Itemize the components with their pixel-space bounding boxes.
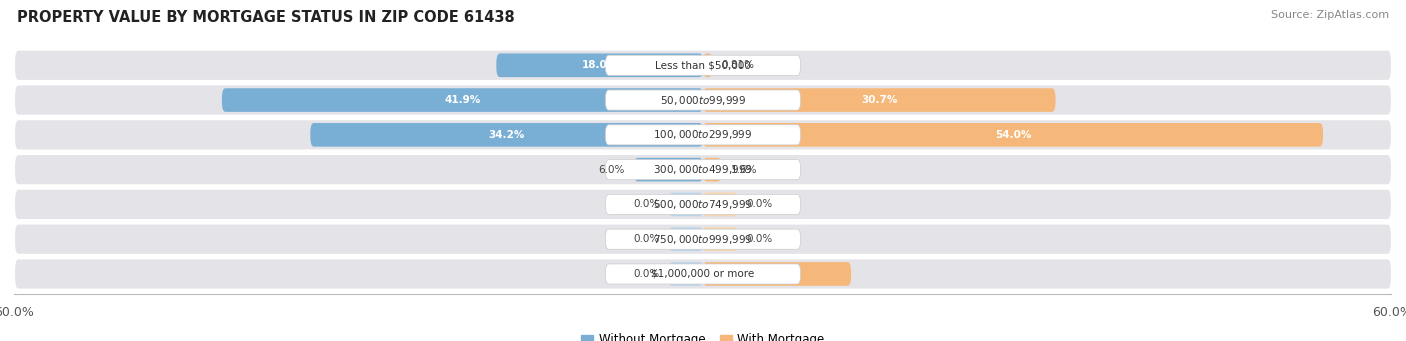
FancyBboxPatch shape	[14, 50, 1392, 81]
Text: Less than $50,000: Less than $50,000	[655, 60, 751, 70]
FancyBboxPatch shape	[703, 123, 1323, 147]
FancyBboxPatch shape	[606, 229, 800, 249]
FancyBboxPatch shape	[606, 90, 800, 110]
FancyBboxPatch shape	[606, 194, 800, 214]
Legend: Without Mortgage, With Mortgage: Without Mortgage, With Mortgage	[576, 329, 830, 341]
FancyBboxPatch shape	[669, 262, 703, 286]
Text: PROPERTY VALUE BY MORTGAGE STATUS IN ZIP CODE 61438: PROPERTY VALUE BY MORTGAGE STATUS IN ZIP…	[17, 10, 515, 25]
FancyBboxPatch shape	[606, 125, 800, 145]
Text: $50,000 to $99,999: $50,000 to $99,999	[659, 93, 747, 106]
Text: 0.0%: 0.0%	[633, 269, 659, 279]
Text: 0.0%: 0.0%	[633, 199, 659, 209]
Text: $750,000 to $999,999: $750,000 to $999,999	[654, 233, 752, 246]
FancyBboxPatch shape	[703, 227, 738, 251]
Text: $300,000 to $499,999: $300,000 to $499,999	[654, 163, 752, 176]
Text: Source: ZipAtlas.com: Source: ZipAtlas.com	[1271, 10, 1389, 20]
Text: 6.0%: 6.0%	[599, 165, 624, 175]
Text: $100,000 to $299,999: $100,000 to $299,999	[654, 128, 752, 141]
Text: 0.0%: 0.0%	[633, 234, 659, 244]
FancyBboxPatch shape	[634, 158, 703, 181]
FancyBboxPatch shape	[14, 224, 1392, 255]
FancyBboxPatch shape	[222, 88, 703, 112]
FancyBboxPatch shape	[311, 123, 703, 147]
Text: 0.81%: 0.81%	[721, 60, 755, 70]
FancyBboxPatch shape	[703, 193, 738, 216]
Text: 1.6%: 1.6%	[731, 165, 756, 175]
FancyBboxPatch shape	[703, 88, 1056, 112]
Text: 12.9%: 12.9%	[759, 269, 796, 279]
Text: 18.0%: 18.0%	[582, 60, 617, 70]
Text: 0.0%: 0.0%	[747, 234, 773, 244]
Text: $1,000,000 or more: $1,000,000 or more	[651, 269, 755, 279]
FancyBboxPatch shape	[496, 54, 703, 77]
Text: 54.0%: 54.0%	[995, 130, 1031, 140]
FancyBboxPatch shape	[14, 154, 1392, 185]
FancyBboxPatch shape	[606, 264, 800, 284]
FancyBboxPatch shape	[703, 262, 851, 286]
FancyBboxPatch shape	[606, 55, 800, 75]
Text: 0.0%: 0.0%	[747, 199, 773, 209]
FancyBboxPatch shape	[14, 119, 1392, 150]
Text: $500,000 to $749,999: $500,000 to $749,999	[654, 198, 752, 211]
FancyBboxPatch shape	[14, 189, 1392, 220]
FancyBboxPatch shape	[669, 227, 703, 251]
FancyBboxPatch shape	[14, 258, 1392, 290]
FancyBboxPatch shape	[14, 85, 1392, 116]
Text: 30.7%: 30.7%	[860, 95, 897, 105]
FancyBboxPatch shape	[703, 158, 721, 181]
FancyBboxPatch shape	[606, 160, 800, 180]
Text: 34.2%: 34.2%	[488, 130, 524, 140]
FancyBboxPatch shape	[669, 193, 703, 216]
Text: 41.9%: 41.9%	[444, 95, 481, 105]
FancyBboxPatch shape	[703, 54, 713, 77]
